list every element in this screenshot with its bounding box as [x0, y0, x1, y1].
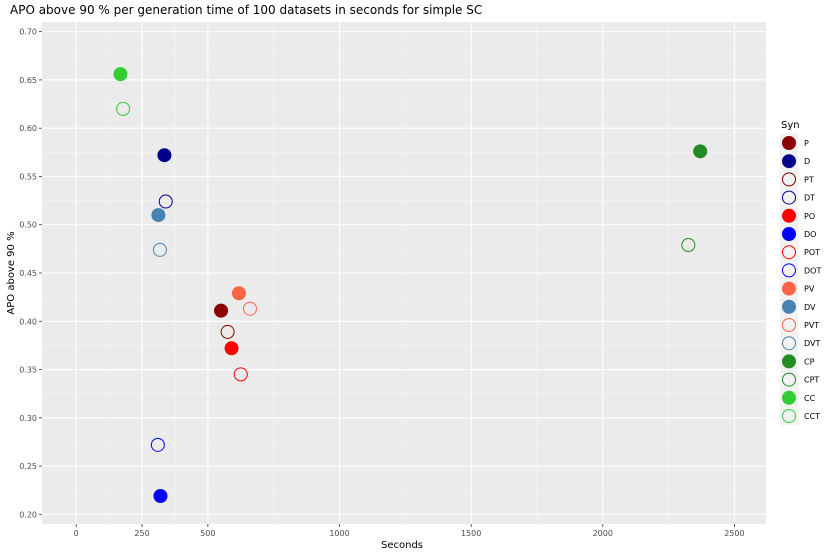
y-tick-label: 0.30	[19, 414, 37, 423]
x-axis: 0 250 500 1000 1500 2000 2500	[74, 524, 745, 538]
legend-label-cct: CCT	[804, 412, 820, 421]
point-dt	[158, 194, 173, 209]
legend-label-po: PO	[804, 212, 815, 221]
y-tick-label: 0.25	[19, 462, 37, 471]
chart-title: APO above 90 % per generation time of 10…	[10, 3, 482, 17]
legend-key-dv	[782, 299, 796, 314]
x-tick-label: 250	[134, 529, 149, 538]
y-tick-label: 0.65	[19, 76, 37, 85]
legend-key-do	[782, 227, 796, 241]
legend-label-dvt: DVT	[804, 339, 820, 348]
legend-label-pot: POT	[804, 248, 820, 257]
legend-label-p: P	[804, 139, 809, 148]
point-pvt	[242, 301, 257, 316]
legend-key-d	[782, 154, 796, 169]
legend-key-dt	[782, 190, 796, 205]
point-cpt	[681, 238, 696, 253]
legend-key-dot	[782, 263, 796, 278]
y-tick-label: 0.45	[19, 269, 37, 278]
legend-key-cc	[782, 390, 796, 405]
legend-title: Syn	[781, 120, 800, 131]
y-axis: 0.20 0.25 0.30 0.35 0.40 0.45 0.50 0.55 0.60 0.65…	[19, 28, 42, 519]
point-dvt	[152, 242, 167, 257]
legend-key-dvt	[782, 336, 796, 351]
legend-key-cp	[782, 354, 796, 369]
point-cct	[116, 101, 131, 116]
point-cp	[693, 144, 708, 159]
legend-key-pot	[782, 245, 796, 260]
x-tick-label: 500	[200, 529, 215, 538]
x-tick-label: 2000	[593, 529, 613, 538]
y-tick-label: 0.20	[19, 510, 37, 519]
legend-label-cp: CP	[804, 357, 815, 366]
x-axis-title: Seconds	[381, 540, 423, 551]
legend-label-cpt: CPT	[804, 376, 819, 385]
legend-key-pvt	[782, 318, 796, 332]
point-dot	[150, 437, 165, 452]
legend-label-cc: CC	[804, 394, 816, 403]
point-pt	[220, 324, 235, 339]
legend-label-pv: PV	[804, 285, 815, 294]
legend-label-d: D	[804, 157, 810, 166]
legend-key-cct	[782, 409, 796, 423]
legend-key-cpt	[782, 372, 796, 387]
legend: Syn PD PT DT PO DO POT DOT PV DV PVT DVT CP CPT CC CCT	[780, 120, 821, 425]
point-dv	[151, 208, 166, 223]
point-do	[153, 489, 168, 504]
legend-label-dt: DT	[804, 194, 815, 203]
legend-label-pt: PT	[804, 175, 814, 184]
x-tick-label: 2500	[724, 529, 744, 538]
legend-label-dot: DOT	[804, 266, 821, 275]
legend-key-pv	[782, 281, 796, 296]
point-p	[214, 303, 229, 318]
data-points	[113, 67, 708, 504]
point-cc	[113, 67, 128, 82]
y-tick-label: 0.70	[19, 28, 37, 37]
y-tick-label: 0.40	[19, 317, 37, 326]
plot-panel	[42, 22, 766, 524]
legend-label-dv: DV	[804, 303, 816, 312]
y-axis-title: APO above 90 %	[6, 231, 17, 314]
legend-label-do: DO	[804, 230, 816, 239]
legend-key-po	[782, 208, 796, 223]
legend-key-p	[782, 136, 796, 150]
legend-key-pt	[782, 172, 796, 187]
legend-label-pvt: PVT	[804, 321, 819, 330]
x-tick-label: 1500	[461, 529, 481, 538]
x-tick-label: 1000	[329, 529, 349, 538]
y-tick-label: 0.35	[19, 366, 37, 375]
y-tick-label: 0.50	[19, 221, 37, 230]
point-pv	[231, 286, 246, 301]
point-po	[224, 341, 239, 356]
y-tick-label: 0.55	[19, 172, 37, 181]
point-pot	[233, 367, 248, 382]
point-d	[157, 148, 172, 163]
x-tick-label: 0	[74, 529, 79, 538]
y-tick-label: 0.60	[19, 124, 37, 133]
